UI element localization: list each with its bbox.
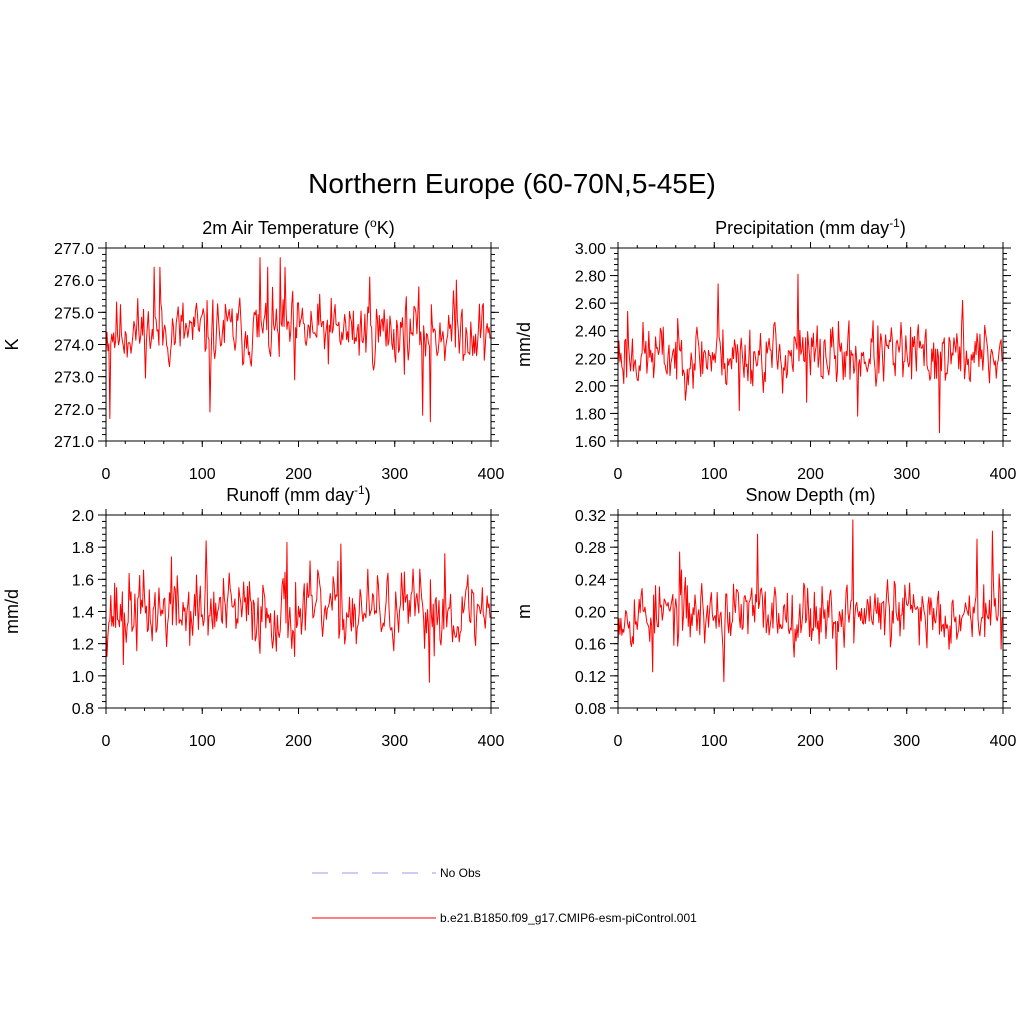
y-tick-label: 2.60 <box>575 296 606 313</box>
y-tick-label: 0.32 <box>575 508 606 525</box>
y-tick-label: 0.08 <box>575 701 606 718</box>
y-tick-label: 1.4 <box>72 605 94 622</box>
series-line <box>617 519 1003 682</box>
panel-title-text: Snow Depth (m) <box>745 485 875 505</box>
legend-item: No Obs <box>312 866 481 880</box>
panel-title-text: 2m Air Temperature ( <box>202 218 370 238</box>
panel-title-superscript: -1 <box>889 216 900 230</box>
x-tick-label: 300 <box>381 733 408 750</box>
x-tick-label: 0 <box>102 466 111 483</box>
panel-4: 0 100 200 300 400 0.08 0.12 0.16 0.20 0.24 0.28 0.3… <box>514 485 1016 750</box>
y-tick-label: 2.20 <box>575 351 606 368</box>
panel-title-superscript: -1 <box>354 483 365 497</box>
series-line <box>617 273 1003 434</box>
panel-title-tail: ) <box>365 485 371 505</box>
panel-title-text: Precipitation (mm day <box>715 218 889 238</box>
panel-1: 0 100 200 300 400 271.0 272.0 273.0 274.0 275.0 27… <box>2 216 504 483</box>
y-tick-label: 0.24 <box>575 572 606 589</box>
legend-label: b.e21.B1850.f09_g17.CMIP6-esm-piControl.… <box>440 911 697 925</box>
y-tick-label: 271.0 <box>54 434 94 451</box>
y-tick-label: 2.0 <box>72 508 94 525</box>
y-tick-label: 3.00 <box>575 241 606 258</box>
panel-title-tail: ) <box>900 218 906 238</box>
x-tick-label: 100 <box>701 733 728 750</box>
y-tick-label: 277.0 <box>54 241 94 258</box>
y-tick-label: 1.60 <box>575 434 606 451</box>
y-tick-label: 2.00 <box>575 379 606 396</box>
y-axis-label: m <box>514 604 534 619</box>
y-tick-label: 272.0 <box>54 402 94 419</box>
y-tick-label: 1.0 <box>72 669 94 686</box>
y-tick-label: 0.12 <box>575 669 606 686</box>
y-tick-label: 2.40 <box>575 324 606 341</box>
y-tick-label: 1.8 <box>72 540 94 557</box>
panel-title-superscript: o <box>370 216 377 230</box>
x-tick-label: 200 <box>797 733 824 750</box>
y-tick-label: 275.0 <box>54 305 94 322</box>
legend-label: No Obs <box>440 866 481 880</box>
panels: 0 100 200 300 400 271.0 272.0 273.0 274.0 275.0 27… <box>2 216 1016 750</box>
x-tick-label: 100 <box>189 733 216 750</box>
x-tick-label: 300 <box>381 466 408 483</box>
y-tick-label: 2.80 <box>575 269 606 286</box>
panel-title: Runoff (mm day-1) <box>226 483 370 505</box>
x-tick-label: 300 <box>893 733 920 750</box>
y-tick-label: 1.2 <box>72 637 94 654</box>
y-tick-label: 0.16 <box>575 637 606 654</box>
y-tick-label: 1.6 <box>72 572 94 589</box>
y-tick-label: 1.80 <box>575 406 606 423</box>
x-tick-label: 400 <box>478 466 505 483</box>
y-tick-label: 0.20 <box>575 605 606 622</box>
x-tick-label: 0 <box>102 733 111 750</box>
x-tick-label: 200 <box>285 466 312 483</box>
legend-item: b.e21.B1850.f09_g17.CMIP6-esm-piControl.… <box>312 911 697 925</box>
panel-title: Precipitation (mm day-1) <box>715 216 906 238</box>
y-axis-label: mm/d <box>2 589 22 634</box>
y-tick-label: 276.0 <box>54 273 94 290</box>
panel-title-tail: K) <box>377 218 395 238</box>
y-tick-label: 0.8 <box>72 701 94 718</box>
series-line <box>105 540 491 683</box>
series-line <box>105 257 491 423</box>
x-tick-label: 300 <box>893 466 920 483</box>
x-tick-label: 400 <box>990 466 1017 483</box>
x-tick-label: 400 <box>990 733 1017 750</box>
x-tick-label: 200 <box>285 733 312 750</box>
legend: No Obs b.e21.B1850.f09_g17.CMIP6-esm-piCo… <box>312 866 697 925</box>
y-tick-label: 273.0 <box>54 370 94 387</box>
x-tick-label: 100 <box>701 466 728 483</box>
x-tick-label: 400 <box>478 733 505 750</box>
y-tick-label: 274.0 <box>54 338 94 355</box>
y-axis-label: mm/d <box>514 322 534 367</box>
x-tick-label: 200 <box>797 466 824 483</box>
x-tick-label: 0 <box>614 466 623 483</box>
panel-title: 2m Air Temperature (oK) <box>202 216 394 238</box>
y-tick-label: 0.28 <box>575 540 606 557</box>
panel-title: Snow Depth (m) <box>745 485 875 505</box>
x-tick-label: 100 <box>189 466 216 483</box>
y-axis-label: K <box>2 338 22 350</box>
panel-title-text: Runoff (mm day <box>226 485 354 505</box>
plot-frame <box>105 247 492 442</box>
x-tick-label: 0 <box>614 733 623 750</box>
panel-2: 0 100 200 300 400 1.60 1.80 2.00 2.20 2.40 2.60 2.8… <box>514 216 1016 483</box>
figure-title: Northern Europe (60-70N,5-45E) <box>308 168 716 199</box>
panel-3: 0 100 200 300 400 0.8 1.0 1.2 1.4 1.6 1.8 2.0 Runoff… <box>2 483 504 750</box>
